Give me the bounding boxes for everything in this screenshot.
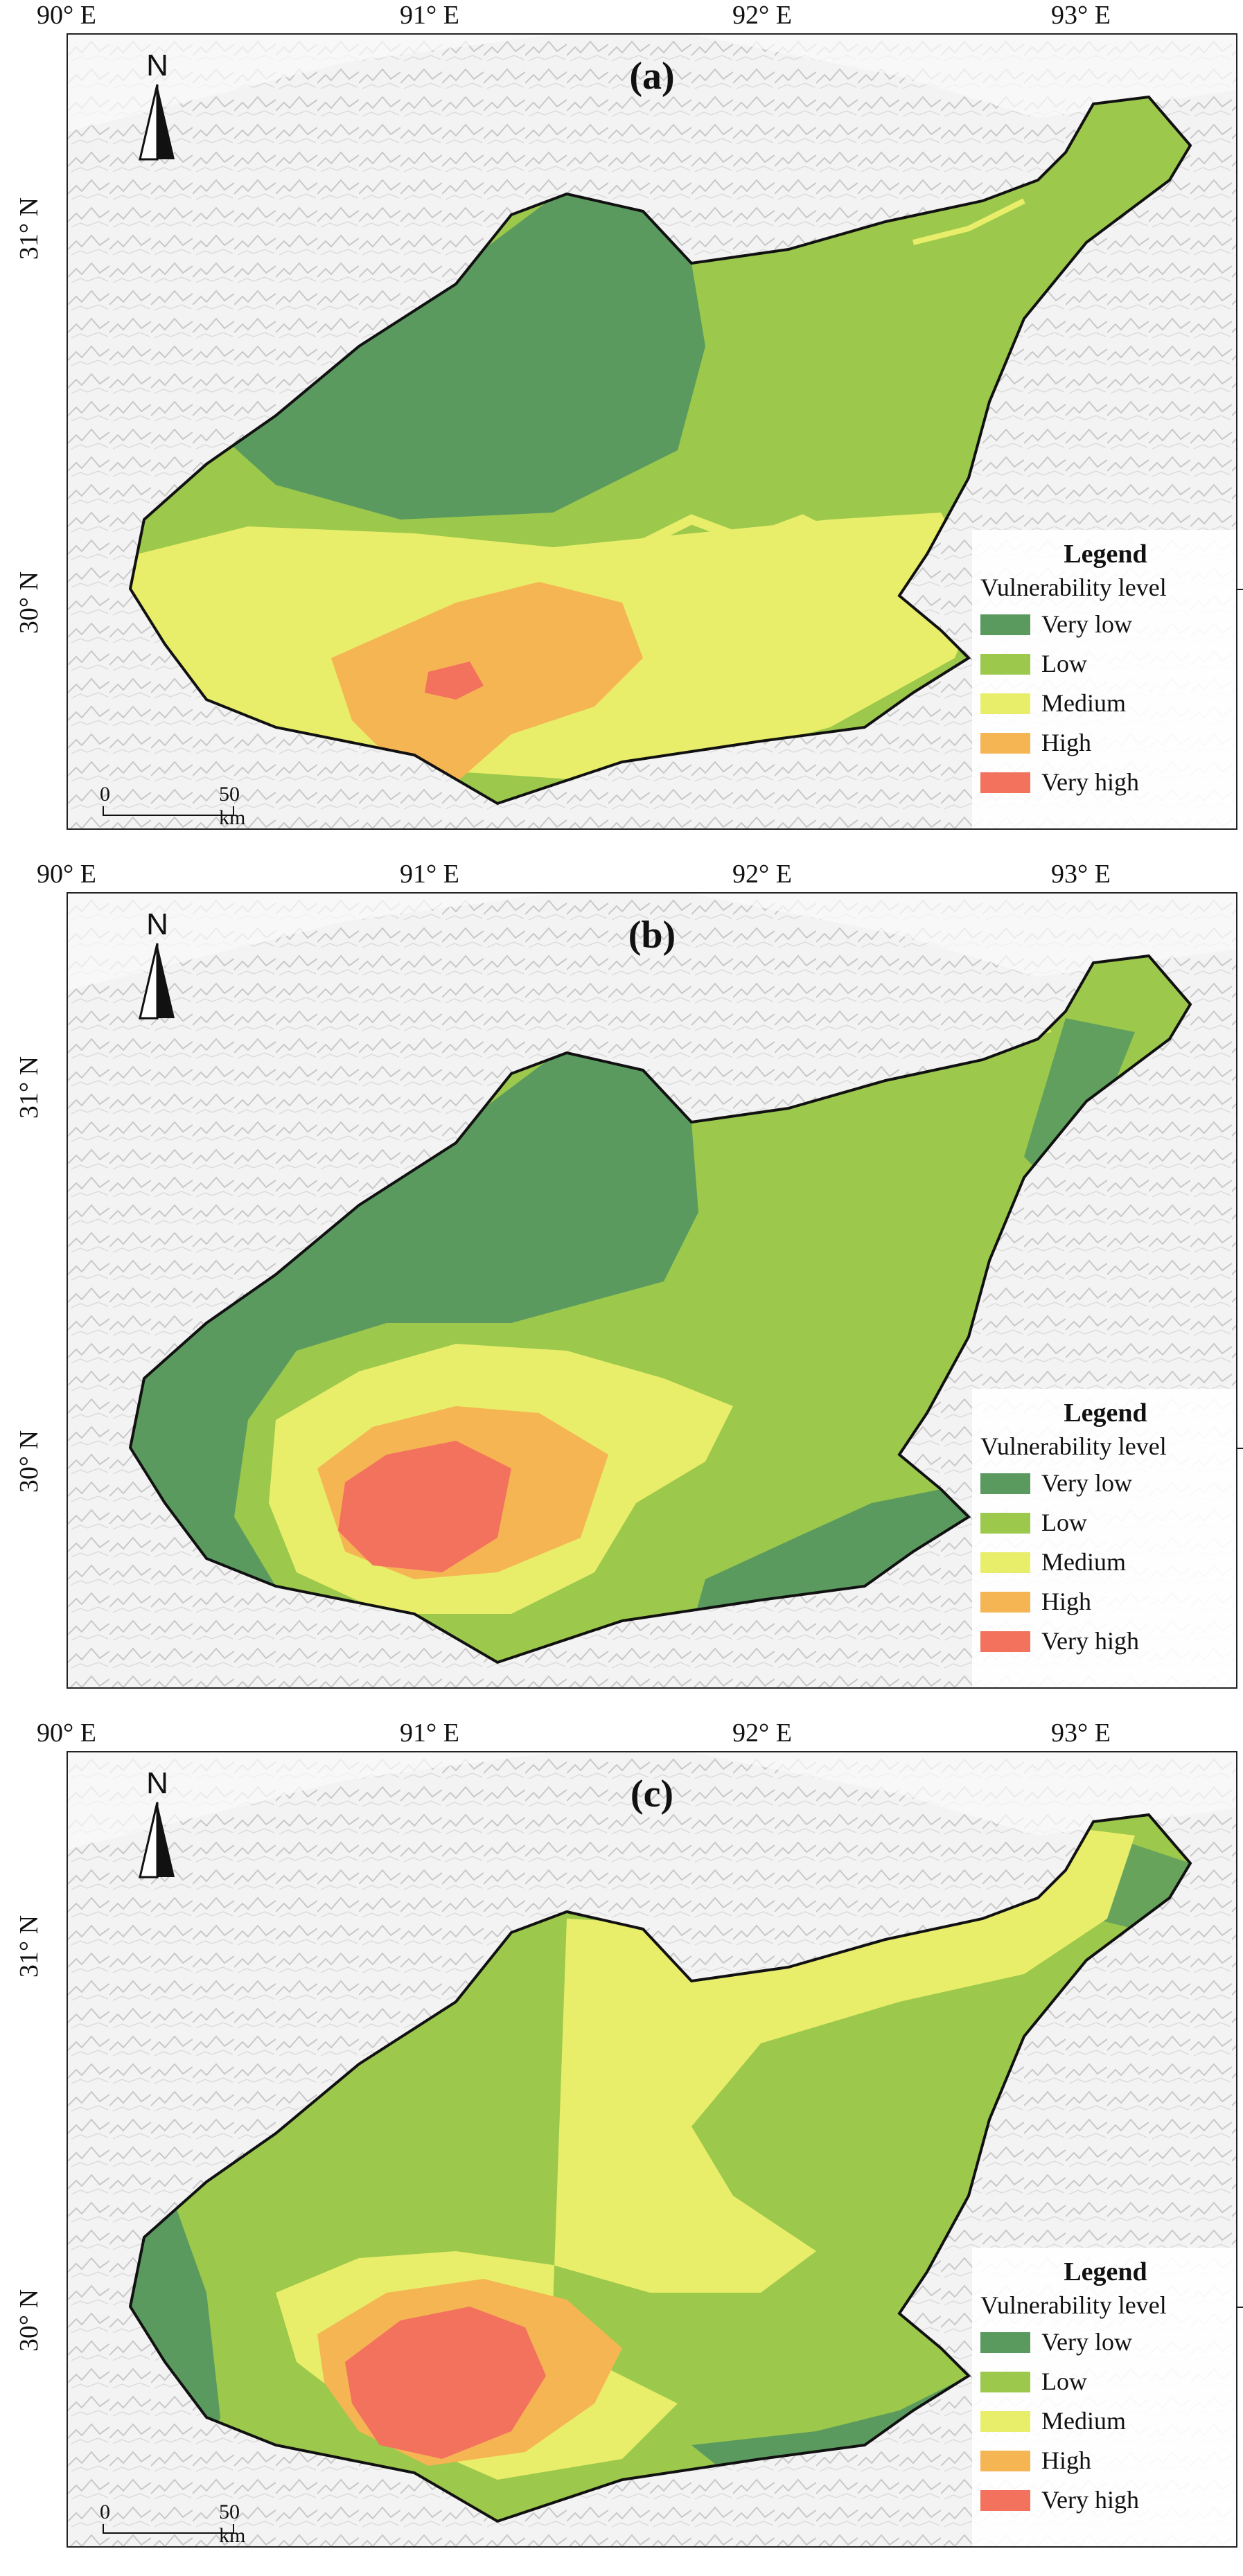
frame-tick <box>1237 1448 1243 1449</box>
zone-very-high <box>425 661 484 700</box>
lon-label-90: 90° E <box>37 860 96 889</box>
north-arrow-icon: N <box>126 48 188 166</box>
legend-subtitle: Vulnerability level <box>980 574 1167 601</box>
basin-boundary <box>128 1813 1192 2523</box>
legend-item-very-high: Very high <box>972 2480 1236 2520</box>
map-panel-c: 90° E 91° E 92° E 93° E 31° N 30° N <box>0 1718 1243 2570</box>
lon-label-92: 92° E <box>732 1 792 30</box>
north-letter: N <box>146 48 168 82</box>
zone-very-high <box>338 1441 511 1572</box>
lat-label-31: 31° N <box>15 197 44 260</box>
lat-label-30: 30° N <box>15 1430 44 1493</box>
basin-boundary <box>128 95 1192 806</box>
scale-zero-label: 0 <box>100 783 110 806</box>
lon-label-92: 92° E <box>732 1718 792 1748</box>
legend-item-medium: Medium <box>972 684 1236 723</box>
scale-zero-label: 0 <box>100 2501 110 2523</box>
map-canvas <box>68 35 1236 828</box>
lon-label-93: 93° E <box>1051 1718 1111 1748</box>
lon-label-90: 90° E <box>37 1718 96 1748</box>
panel-label: (c) <box>630 1773 674 1815</box>
legend: Legend Vulnerability level Very low Low … <box>972 1389 1236 1687</box>
zone-very-low-south-east <box>691 1489 982 1628</box>
legend-item-low: Low <box>972 2362 1236 2401</box>
lon-label-91: 91° E <box>400 1 459 30</box>
legend: Legend Vulnerability level Very low Low … <box>972 530 1236 828</box>
map-panel-a: 90° E 91° E 92° E 93° E 31° N 30° N <box>0 0 1243 852</box>
zone-high <box>331 582 643 783</box>
zone-very-high <box>345 2307 546 2459</box>
panel-label: (a) <box>629 55 675 98</box>
legend-item-very-high: Very high <box>972 763 1236 802</box>
lat-label-30: 30° N <box>15 571 44 634</box>
legend-item-low: Low <box>972 644 1236 684</box>
north-arrow-icon: N <box>126 1766 188 1884</box>
legend-item-very-high: Very high <box>972 1622 1236 1661</box>
legend-item-high: High <box>972 723 1236 763</box>
lon-label-93: 93° E <box>1051 1 1111 30</box>
scale-bar: 0 50 km <box>100 783 259 828</box>
legend-subtitle: Vulnerability level <box>980 2291 1167 2319</box>
panel-label: (b) <box>628 914 676 957</box>
basin-boundary <box>128 954 1192 1664</box>
frame-tick <box>1237 589 1243 590</box>
lon-label-93: 93° E <box>1051 860 1111 889</box>
legend-title: Legend <box>1064 2257 1147 2286</box>
legend-item-medium: Medium <box>972 2401 1236 2441</box>
north-arrow-icon: N <box>126 907 188 1025</box>
scale-distance-label: 50 km <box>219 2501 246 2547</box>
scale-distance-label: 50 km <box>219 783 246 829</box>
legend-item-very-low: Very low <box>972 2322 1236 2362</box>
scale-bar: 0 50 km <box>100 2501 259 2546</box>
lat-label-31: 31° N <box>15 1915 44 1978</box>
lon-label-90: 90° E <box>37 1 96 30</box>
legend-item-high: High <box>972 1582 1236 1622</box>
north-letter: N <box>146 907 168 941</box>
map-frame: (b) N Legend Vulnerability level Very lo… <box>67 892 1237 1689</box>
legend-title: Legend <box>1064 540 1147 569</box>
map-frame: (c) N 0 50 km Legend Vulnerability level… <box>67 1751 1237 2548</box>
map-frame: (a) N 0 50 km Legend Vulnerability level… <box>67 33 1237 830</box>
legend-item-high: High <box>972 2441 1236 2480</box>
legend-subtitle: Vulnerability level <box>980 1432 1167 1460</box>
legend-item-very-low: Very low <box>972 605 1236 644</box>
lon-label-92: 92° E <box>732 860 792 889</box>
lat-label-31: 31° N <box>15 1056 44 1119</box>
lon-label-91: 91° E <box>400 1718 459 1748</box>
zone-very-low <box>130 1046 698 1662</box>
frame-tick <box>1237 2307 1243 2308</box>
legend-item-medium: Medium <box>972 1543 1236 1582</box>
legend-item-low: Low <box>972 1503 1236 1543</box>
legend: Legend Vulnerability level Very low Low … <box>972 2248 1236 2546</box>
map-panel-b: 90° E 91° E 92° E 93° E 31° N 30° N <box>0 859 1243 1711</box>
legend-title: Legend <box>1064 1398 1147 1428</box>
zone-very-low <box>206 187 705 519</box>
legend-item-very-low: Very low <box>972 1464 1236 1503</box>
lon-label-91: 91° E <box>400 860 459 889</box>
north-letter: N <box>146 1766 168 1800</box>
lat-label-30: 30° N <box>15 2289 44 2352</box>
